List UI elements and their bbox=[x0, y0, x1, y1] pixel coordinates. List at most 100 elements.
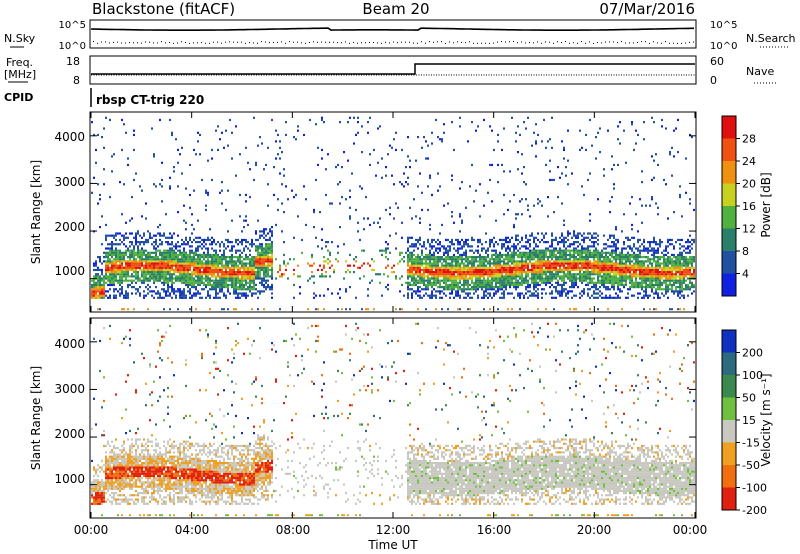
power-cell bbox=[229, 262, 231, 265]
power-cell bbox=[611, 268, 613, 272]
power-cell bbox=[551, 241, 553, 244]
power-cell bbox=[425, 271, 427, 274]
power-cell bbox=[171, 234, 173, 237]
power-cell bbox=[105, 223, 107, 227]
power-cell bbox=[417, 185, 419, 188]
power-cell bbox=[571, 277, 573, 280]
power-cell bbox=[165, 258, 167, 261]
power-cell bbox=[221, 264, 223, 267]
power-cell bbox=[255, 161, 257, 164]
power-cell bbox=[95, 294, 97, 297]
power-cell bbox=[557, 196, 559, 199]
power-cell bbox=[467, 294, 469, 297]
power-cell bbox=[561, 258, 563, 261]
power-cell bbox=[123, 260, 125, 263]
power-cell bbox=[463, 296, 465, 299]
power-cell bbox=[417, 253, 419, 257]
nsearch-dot bbox=[445, 42, 446, 44]
power-cell bbox=[439, 296, 441, 299]
power-cell bbox=[517, 273, 519, 276]
power-cell bbox=[573, 294, 575, 297]
power-cell bbox=[637, 264, 639, 267]
nsearch-dot bbox=[597, 42, 598, 44]
power-cell bbox=[105, 275, 107, 278]
power-cell bbox=[609, 264, 611, 267]
power-cell bbox=[485, 283, 487, 287]
power-cell bbox=[429, 253, 431, 257]
power-cell bbox=[271, 288, 273, 291]
nsearch-dot bbox=[101, 41, 102, 43]
power-cell bbox=[227, 279, 229, 282]
power-cell bbox=[259, 253, 261, 257]
power-cell bbox=[621, 308, 623, 311]
freq-tick-low: 8 bbox=[73, 74, 80, 87]
power-cell bbox=[525, 251, 527, 254]
power-cell bbox=[491, 266, 493, 269]
power-cell bbox=[591, 256, 593, 259]
power-cell bbox=[189, 296, 191, 299]
power-cell bbox=[565, 256, 567, 259]
power-cell bbox=[257, 262, 259, 265]
nsearch-dot bbox=[429, 41, 430, 43]
power-cell bbox=[191, 213, 193, 216]
power-cell bbox=[267, 238, 269, 242]
power-cell bbox=[561, 172, 563, 175]
power-cell bbox=[435, 260, 437, 263]
power-cell bbox=[489, 283, 491, 287]
power-cell bbox=[543, 249, 545, 252]
power-cell bbox=[617, 125, 619, 128]
power-cell bbox=[211, 286, 213, 289]
power-cell bbox=[625, 277, 627, 280]
power-cell bbox=[109, 288, 111, 291]
power-cell bbox=[113, 279, 115, 282]
power-cell bbox=[115, 260, 117, 263]
power-cell bbox=[253, 264, 255, 267]
power-cell bbox=[155, 292, 157, 295]
power-cell bbox=[505, 264, 507, 267]
power-cell bbox=[317, 146, 319, 149]
power-cell bbox=[575, 256, 577, 259]
power-cell bbox=[475, 260, 477, 263]
power-cell bbox=[529, 290, 531, 293]
power-cell bbox=[411, 243, 413, 246]
power-cell bbox=[491, 200, 493, 203]
power-cell bbox=[141, 253, 143, 257]
power-cell bbox=[551, 245, 553, 248]
power-cell bbox=[355, 256, 357, 259]
power-cell bbox=[581, 260, 583, 263]
power-cell bbox=[337, 260, 339, 263]
power-cell bbox=[527, 283, 529, 287]
power-cell bbox=[185, 271, 187, 274]
power-cell bbox=[157, 271, 159, 274]
power-cell bbox=[597, 296, 599, 299]
power-cell bbox=[503, 268, 505, 272]
power-cell bbox=[153, 251, 155, 254]
power-cell bbox=[459, 268, 461, 272]
nsearch-dot bbox=[689, 41, 690, 43]
nsearch-dot bbox=[193, 42, 194, 44]
power-cell bbox=[113, 249, 115, 252]
power-cell bbox=[437, 277, 439, 280]
power-cell bbox=[131, 253, 133, 257]
power-cell bbox=[357, 230, 359, 233]
nsearch-dot bbox=[449, 41, 450, 43]
power-cell bbox=[613, 286, 615, 289]
power-cell bbox=[409, 281, 411, 284]
power-cell bbox=[271, 275, 273, 278]
power-cell bbox=[641, 204, 643, 207]
power-cell bbox=[113, 294, 115, 297]
power-cell bbox=[251, 294, 253, 297]
power-cell bbox=[91, 294, 93, 297]
power-cell bbox=[211, 241, 213, 244]
power-cell bbox=[547, 140, 549, 143]
power-cell bbox=[123, 273, 125, 276]
power-cell bbox=[259, 290, 261, 293]
power-cell bbox=[275, 277, 277, 280]
power-cell bbox=[141, 189, 143, 192]
power-cell bbox=[523, 294, 525, 297]
power-cell bbox=[469, 308, 471, 311]
power-cell bbox=[557, 241, 559, 244]
power-cell bbox=[543, 288, 545, 291]
power-cell bbox=[201, 243, 203, 246]
power-cell bbox=[555, 247, 557, 250]
